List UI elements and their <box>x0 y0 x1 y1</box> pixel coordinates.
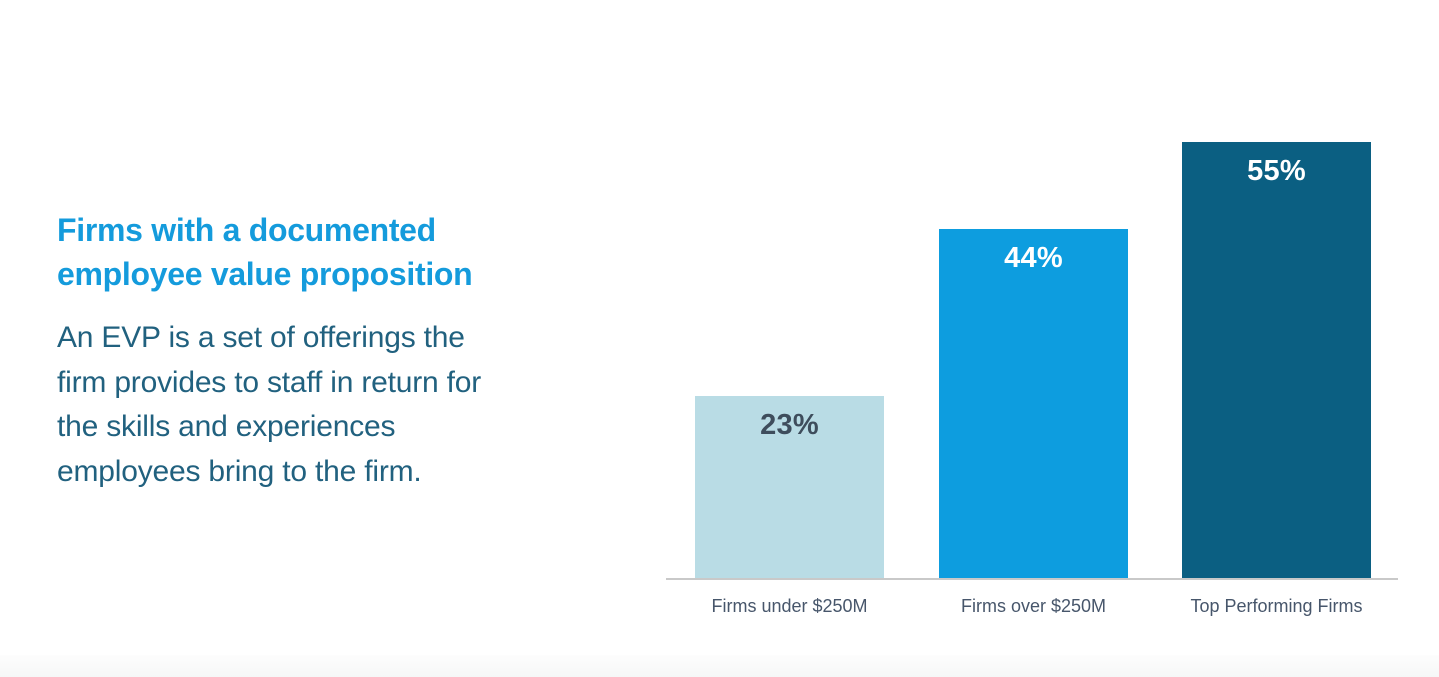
category-label: Firms under $250M <box>711 596 868 616</box>
chart-title: Firms with a documented employee value p… <box>57 212 473 292</box>
category-label: Top Performing Firms <box>1190 596 1363 616</box>
bar-value-label: 23% <box>760 409 819 441</box>
chart-description: An EVP is a set of offerings the firm pr… <box>57 321 482 488</box>
bar-value-label: 55% <box>1247 155 1306 187</box>
category-label: Firms over $250M <box>960 596 1107 616</box>
page-bottom-edge <box>0 655 1439 677</box>
bar-value-label: 44% <box>1004 242 1063 274</box>
x-axis-line <box>666 578 1398 580</box>
text-panel: Firms with a documented employee value p… <box>57 208 547 494</box>
bar-3: 55% <box>1182 142 1371 578</box>
bar-1: 23% <box>695 396 884 578</box>
bar-2: 44% <box>939 229 1128 578</box>
